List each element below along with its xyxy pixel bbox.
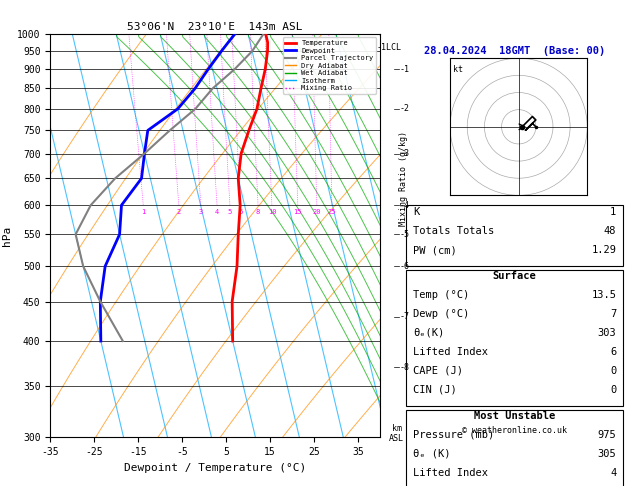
Text: 2: 2 xyxy=(177,208,181,214)
Text: 8: 8 xyxy=(256,208,260,214)
Text: -2: -2 xyxy=(399,104,409,113)
Legend: Temperature, Dewpoint, Parcel Trajectory, Dry Adiabat, Wet Adiabat, Isotherm, Mi: Temperature, Dewpoint, Parcel Trajectory… xyxy=(282,37,377,94)
Text: 48: 48 xyxy=(604,226,616,236)
Text: 3: 3 xyxy=(199,208,203,214)
Text: 20: 20 xyxy=(313,208,321,214)
Text: 15: 15 xyxy=(294,208,302,214)
Text: -4: -4 xyxy=(399,201,409,209)
Text: Mixing Ratio (g/kg): Mixing Ratio (g/kg) xyxy=(399,131,408,226)
Text: 6: 6 xyxy=(238,208,243,214)
Y-axis label: hPa: hPa xyxy=(1,226,11,246)
Text: kt: kt xyxy=(453,65,463,74)
Text: CAPE (J): CAPE (J) xyxy=(413,365,463,376)
Text: 13.5: 13.5 xyxy=(591,290,616,300)
Bar xyxy=(406,410,623,486)
Text: Surface: Surface xyxy=(493,271,537,281)
Text: 1: 1 xyxy=(610,208,616,217)
Text: K: K xyxy=(413,208,419,217)
Text: Dewp (°C): Dewp (°C) xyxy=(413,309,469,319)
Text: Lifted Index: Lifted Index xyxy=(413,468,488,478)
Text: 4: 4 xyxy=(610,468,616,478)
Text: km
ASL: km ASL xyxy=(389,424,404,443)
Text: -6: -6 xyxy=(399,262,409,271)
Text: 0: 0 xyxy=(610,365,616,376)
Text: 6: 6 xyxy=(610,347,616,357)
Title: 53°06'N  23°10'E  143m ASL: 53°06'N 23°10'E 143m ASL xyxy=(128,22,303,32)
Text: 10: 10 xyxy=(268,208,276,214)
Text: Lifted Index: Lifted Index xyxy=(413,347,488,357)
Text: -3: -3 xyxy=(399,149,409,158)
Text: PW (cm): PW (cm) xyxy=(413,245,457,255)
Text: 0: 0 xyxy=(610,384,616,395)
Bar xyxy=(406,270,623,406)
Text: 975: 975 xyxy=(598,430,616,440)
Text: 5: 5 xyxy=(228,208,232,214)
Text: Pressure (mb): Pressure (mb) xyxy=(413,430,494,440)
Text: 7: 7 xyxy=(610,309,616,319)
Text: © weatheronline.co.uk: © weatheronline.co.uk xyxy=(462,426,567,435)
Text: 28.04.2024  18GMT  (Base: 00): 28.04.2024 18GMT (Base: 00) xyxy=(424,46,605,56)
Text: 4: 4 xyxy=(215,208,219,214)
Text: -7: -7 xyxy=(399,312,409,321)
Text: θₑ (K): θₑ (K) xyxy=(413,449,450,459)
Text: -1LCL: -1LCL xyxy=(376,43,401,52)
Text: θₑ(K): θₑ(K) xyxy=(413,328,444,338)
Text: 303: 303 xyxy=(598,328,616,338)
X-axis label: Dewpoint / Temperature (°C): Dewpoint / Temperature (°C) xyxy=(124,463,306,473)
Text: -8: -8 xyxy=(399,363,409,372)
Bar xyxy=(406,206,623,266)
Text: 25: 25 xyxy=(328,208,336,214)
Text: -5: -5 xyxy=(399,230,409,239)
Text: Totals Totals: Totals Totals xyxy=(413,226,494,236)
Text: -1: -1 xyxy=(399,65,409,74)
Text: 1: 1 xyxy=(141,208,145,214)
Text: 305: 305 xyxy=(598,449,616,459)
Text: CIN (J): CIN (J) xyxy=(413,384,457,395)
Text: 1.29: 1.29 xyxy=(591,245,616,255)
Text: Temp (°C): Temp (°C) xyxy=(413,290,469,300)
Text: Most Unstable: Most Unstable xyxy=(474,411,555,421)
